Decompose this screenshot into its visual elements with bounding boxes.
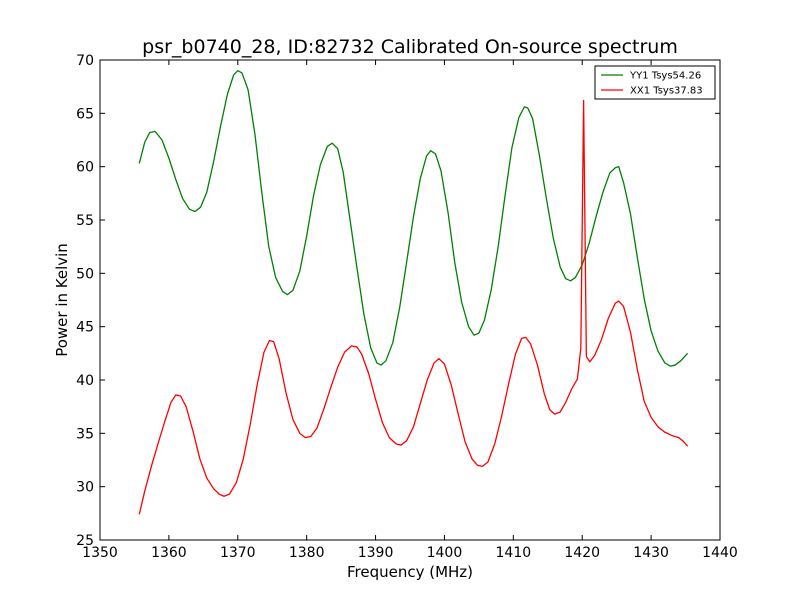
y-axis-label: Power in Kelvin xyxy=(53,243,71,357)
y-tick-label: 40 xyxy=(76,373,94,389)
y-tick-label: 65 xyxy=(76,106,94,122)
x-tick-label: 1440 xyxy=(702,545,738,561)
legend: YY1 Tsys54.26 XX1 Tsys37.83 xyxy=(594,65,716,100)
y-tick-label: 35 xyxy=(76,426,94,442)
x-tick-label: 1380 xyxy=(289,545,325,561)
x-tick-label: 1390 xyxy=(358,545,394,561)
series-group xyxy=(138,70,689,515)
y-tick-label: 45 xyxy=(76,320,94,336)
x-tick-label: 1410 xyxy=(496,545,532,561)
chart-title: psr_b0740_28, ID:82732 Calibrated On-sou… xyxy=(142,36,678,58)
legend-label: YY1 Tsys54.26 xyxy=(629,71,701,82)
legend-box xyxy=(594,65,716,100)
y-tick-label: 30 xyxy=(76,480,94,496)
y-tick-label: 50 xyxy=(76,266,94,282)
x-axis-label: Frequency (MHz) xyxy=(347,563,473,581)
series-line-1 xyxy=(138,99,689,515)
series-line-0 xyxy=(138,70,689,367)
legend-label: XX1 Tsys37.83 xyxy=(630,86,703,97)
x-tick-label: 1360 xyxy=(151,545,187,561)
plot-frame xyxy=(99,59,721,541)
x-tick-label: 1420 xyxy=(564,545,600,561)
y-tick-label: 60 xyxy=(76,160,94,176)
ticks-group: 1350 1360 1370 1380 1390 1400 1410 1420 1430 1440… xyxy=(76,53,738,561)
x-tick-label: 1430 xyxy=(633,545,669,561)
y-tick-label: 55 xyxy=(76,213,94,229)
x-tick-label: 1350 xyxy=(82,545,118,561)
x-tick-label: 1400 xyxy=(427,545,463,561)
y-tick-label: 25 xyxy=(76,533,94,549)
x-tick-label: 1370 xyxy=(220,545,256,561)
y-tick-label: 70 xyxy=(76,53,94,69)
